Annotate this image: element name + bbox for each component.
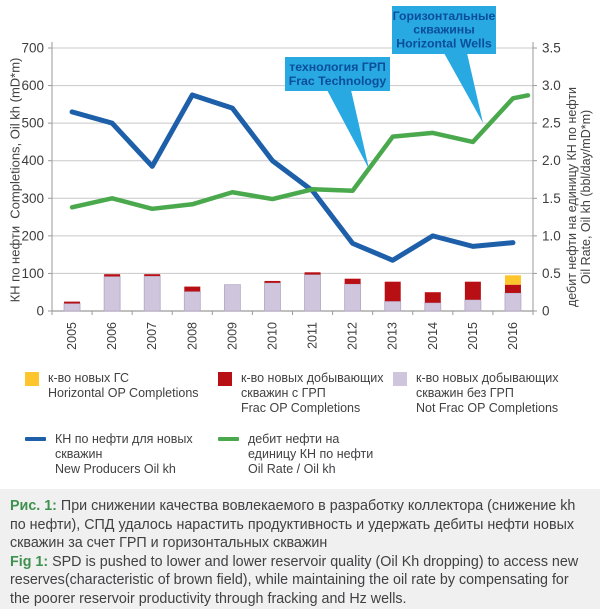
left-tick-label-300: 300 [21, 191, 44, 206]
legend-row-lines: КН по нефти для новых скважин New Produc… [25, 432, 600, 477]
right-tick-label-0: 0 [542, 304, 550, 319]
bar-2012-not_frac [344, 283, 362, 312]
x-axis-label-2015: 2015 [466, 322, 480, 350]
left-tick-label-600: 600 [21, 78, 44, 93]
right-tick-label-0.5: 0.5 [542, 266, 561, 281]
callout-pointer-frac-technology [327, 90, 369, 169]
bar-2016-horizontal [504, 275, 521, 285]
legend-label-en: Not Frac OP Completions [416, 401, 559, 415]
figure-caption: Рис. 1: При снижении качества вовлекаемо… [0, 489, 600, 609]
right-tick-label-1.0: 1.0 [542, 228, 561, 243]
x-axis-label-2008: 2008 [185, 322, 199, 350]
bar-2005-not_frac [63, 303, 81, 312]
green-line-oil-rate-per-oil-kh [69, 93, 531, 212]
left-axis-title: КН по нефти Completions, Oil kh (mD*m) [8, 58, 23, 303]
bar-2006-frac [104, 274, 121, 277]
right-tick-label-1.5: 1.5 [542, 191, 561, 206]
caption-text-ru: При снижении качества вовлекаемого в раз… [10, 498, 576, 552]
callout-text-horizontal-wells: Горизонтальные [393, 9, 496, 23]
yellow-swatch-icon [25, 372, 39, 386]
legend-item-oil-rate-per-oil-kh: дебит нефти на единицу КН по нефти Oil R… [218, 432, 393, 477]
caption-label-ru: Рис. 1: [10, 498, 57, 514]
left-tick-label-400: 400 [21, 153, 44, 168]
bar-2008-frac [184, 286, 201, 292]
right-axis-title-en: Oil Rate, Oil kh (bbl/day/mD*m) [579, 110, 593, 284]
red-swatch-icon [218, 372, 232, 386]
x-axis-label-2011: 2011 [306, 322, 320, 349]
bar-2015-not_frac [464, 299, 482, 312]
caption-label-en: Fig 1: [10, 553, 49, 570]
bar-2014-frac [424, 292, 441, 303]
left-tick-label-0: 0 [36, 304, 44, 319]
bar-2013-frac [384, 281, 401, 302]
bar-2007-not_frac [143, 275, 161, 312]
purple-swatch-icon [393, 372, 407, 386]
callout-text-frac-technology: технология ГРП [289, 60, 386, 74]
legend-label-ru: к-во новых добывающих скважин без ГРП [416, 371, 559, 400]
x-axis-label-2013: 2013 [386, 322, 400, 350]
right-tick-label-2.5: 2.5 [542, 116, 561, 131]
left-tick-label-700: 700 [21, 41, 44, 56]
bar-2015-frac [464, 281, 481, 300]
left-tick-label-200: 200 [21, 228, 44, 243]
bar-2011-not_frac [304, 274, 321, 312]
legend-label-en: Oil Rate / Oil kh [248, 462, 336, 476]
bar-2010-not_frac [264, 282, 281, 312]
bar-2011-frac [304, 272, 321, 275]
right-axis-title-ru: дебит нефти на единицу КН по нефти [565, 87, 579, 307]
x-axis-label-2012: 2012 [346, 322, 360, 350]
legend-row-bars: к-во новых ГС Horizontal OP Completions … [25, 371, 600, 416]
legend-item-new-producers-oil-kh: КН по нефти для новых скважин New Produc… [25, 432, 218, 477]
callout-text-frac-technology: Frac Technology [289, 74, 387, 88]
right-tick-label-3.0: 3.0 [542, 78, 561, 93]
legend-label-ru: к-во новых добывающих скважин с ГРП [241, 371, 384, 400]
x-axis-label-2009: 2009 [225, 322, 239, 350]
legend-label-en: New Producers Oil kh [55, 462, 176, 476]
bar-2005-frac [64, 301, 81, 304]
bar-2010-frac [264, 280, 281, 283]
legend-item-horizontal-op-completions: к-во новых ГС Horizontal OP Completions [25, 371, 218, 416]
legend-label-ru: к-во новых ГС [48, 371, 129, 385]
blue-line-swatch-icon [25, 437, 46, 441]
caption-english: Fig 1: SPD is pushed to lower and lower … [10, 553, 586, 609]
bar-2007-frac [144, 274, 161, 277]
blue-line-new-producers-oil-kh [69, 92, 516, 263]
x-axis-label-2016: 2016 [506, 322, 520, 350]
legend-item-frac-op-completions: к-во новых добывающих скважин с ГРП Frac… [218, 371, 393, 416]
left-tick-label-500: 500 [21, 116, 44, 131]
legend-label-en: Horizontal OP Completions [48, 386, 199, 400]
legend-label-en: Frac OP Completions [241, 401, 361, 415]
combo-chart: 0 100 200 300 400 500 600 700 0 0.5 1.0 1.5 2.0 2.5 3.… [8, 6, 593, 350]
callout-pointer-horizontal-wells [444, 53, 483, 123]
x-axis-label-2010: 2010 [265, 322, 279, 350]
legend-label-ru: дебит нефти на единицу КН по нефти [248, 432, 374, 461]
left-tick-label-100: 100 [21, 266, 44, 281]
right-tick-label-3.5: 3.5 [542, 41, 561, 56]
bar-2016-frac [504, 284, 521, 293]
bar-2009-not_frac [223, 284, 241, 312]
caption-text-en: SPD is pushed to lower and lower reservo… [10, 553, 579, 607]
bar-2013-not_frac [384, 300, 402, 312]
x-axis-label-2007: 2007 [145, 322, 159, 350]
callout-text-horizontal-wells: скважины [413, 23, 474, 37]
callout-box-horizontal-wells [392, 6, 496, 54]
right-tick-label-2.0: 2.0 [542, 153, 561, 168]
green-line-swatch-icon [218, 437, 239, 441]
bar-2006-not_frac [103, 276, 121, 312]
x-axis-label-2005: 2005 [65, 322, 79, 350]
callout-box-frac-technology [285, 57, 390, 91]
legend-item-not-frac-op-completions: к-во новых добывающих скважин без ГРП No… [393, 371, 600, 416]
legend-label-ru: КН по нефти для новых скважин [55, 432, 193, 461]
bar-2012-frac [344, 278, 361, 284]
bar-2008-not_frac [183, 291, 201, 312]
x-axis-label-2014: 2014 [426, 322, 440, 350]
caption-russian: Рис. 1: При снижении качества вовлекаемо… [10, 497, 586, 553]
bar-2014-not_frac [424, 302, 442, 312]
x-axis-label-2006: 2006 [105, 322, 119, 350]
bar-2016-not_frac [504, 292, 522, 312]
callout-text-horizontal-wells: Horizontal Wells [396, 36, 492, 50]
